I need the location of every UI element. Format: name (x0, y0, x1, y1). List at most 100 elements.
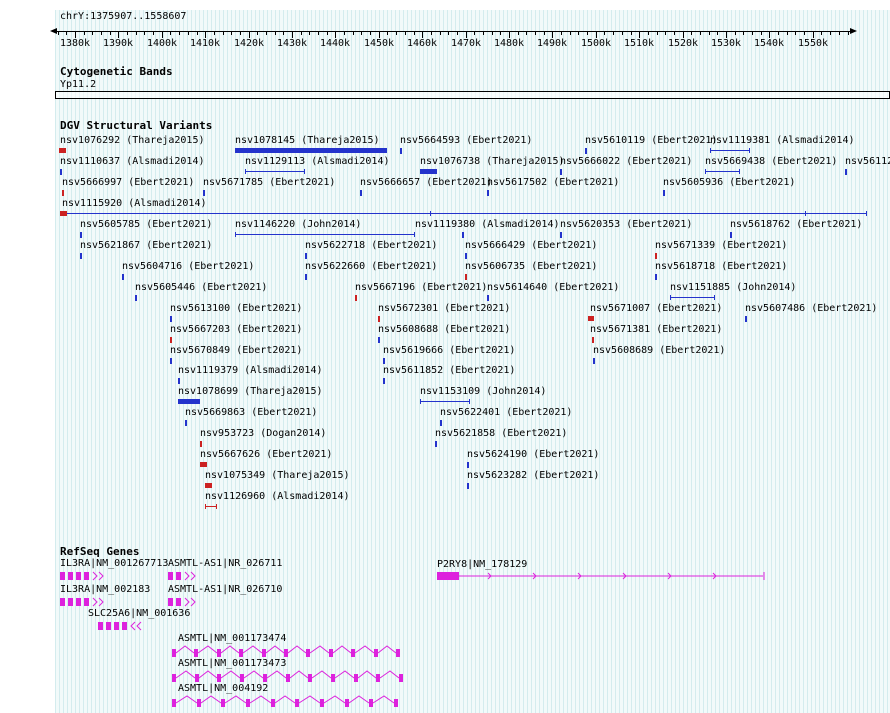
variant-label[interactable]: nsv1151885 (John2014) (670, 282, 796, 293)
variant-label[interactable]: nsv5614640 (Ebert2021) (487, 282, 619, 293)
gene-label[interactable]: IL3RA|NM_002183 (60, 584, 150, 595)
variant-label[interactable]: nsv5618718 (Ebert2021) (655, 261, 787, 272)
variant-label[interactable]: nsv5624190 (Ebert2021) (467, 449, 599, 460)
variant-label[interactable]: nsv5671007 (Ebert2021) (590, 303, 722, 314)
gene-glyph[interactable] (168, 570, 200, 582)
variant-glyph[interactable] (592, 337, 594, 343)
variant-glyph[interactable] (383, 358, 385, 364)
gene-glyph[interactable] (168, 596, 200, 608)
variant-label[interactable]: nsv5664593 (Ebert2021) (400, 135, 532, 146)
gene-glyph[interactable] (172, 694, 398, 708)
variant-label[interactable]: nsv1119379 (Alsmadi2014) (178, 365, 323, 376)
variant-glyph[interactable] (203, 190, 205, 196)
variant-label[interactable]: nsv5613100 (Ebert2021) (170, 303, 302, 314)
variant-label[interactable]: nsv56112 (845, 156, 890, 167)
variant-glyph[interactable] (655, 274, 657, 280)
variant-glyph[interactable] (200, 462, 207, 467)
variant-glyph[interactable] (305, 253, 307, 259)
variant-label[interactable]: nsv5617502 (Ebert2021) (487, 177, 619, 188)
gene-label[interactable]: IL3RA|NM_001267713 (60, 558, 168, 569)
variant-glyph[interactable] (400, 148, 402, 154)
variant-glyph[interactable] (465, 253, 467, 259)
variant-glyph[interactable] (235, 234, 415, 235)
variant-label[interactable]: nsv1076292 (Thareja2015) (60, 135, 205, 146)
variant-glyph-end-tick[interactable] (420, 399, 421, 404)
variant-glyph-end-tick[interactable] (414, 232, 415, 237)
variant-label[interactable]: nsv5605446 (Ebert2021) (135, 282, 267, 293)
variant-glyph[interactable] (465, 274, 467, 280)
variant-label[interactable]: nsv5621867 (Ebert2021) (80, 240, 212, 251)
variant-label[interactable]: nsv5666657 (Ebert2021) (360, 177, 492, 188)
variant-label[interactable]: nsv1076738 (Thareja2015) (420, 156, 565, 167)
gene-glyph[interactable] (172, 644, 400, 658)
variant-label[interactable]: nsv5672301 (Ebert2021) (378, 303, 510, 314)
variant-glyph[interactable] (235, 148, 387, 153)
variant-label[interactable]: nsv5671785 (Ebert2021) (203, 177, 335, 188)
variant-label[interactable]: nsv1146220 (John2014) (235, 219, 361, 230)
variant-label[interactable]: nsv5619666 (Ebert2021) (383, 345, 515, 356)
variant-label[interactable]: nsv5622718 (Ebert2021) (305, 240, 437, 251)
dgv-span-tick[interactable] (805, 211, 806, 216)
variant-glyph[interactable] (355, 295, 357, 301)
variant-label[interactable]: nsv5622660 (Ebert2021) (305, 261, 437, 272)
variant-label[interactable]: nsv1153109 (John2014) (420, 386, 546, 397)
variant-label[interactable]: nsv5620353 (Ebert2021) (560, 219, 692, 230)
gene-label[interactable]: ASMTL|NM_004192 (178, 683, 268, 694)
variant-glyph[interactable] (378, 316, 380, 322)
variant-label[interactable]: nsv5666429 (Ebert2021) (465, 240, 597, 251)
variant-label[interactable]: nsv5667196 (Ebert2021) (355, 282, 487, 293)
variant-glyph[interactable] (305, 274, 307, 280)
variant-glyph-end-tick[interactable] (245, 169, 246, 174)
variant-glyph[interactable] (178, 378, 180, 384)
variant-label[interactable]: nsv5669863 (Ebert2021) (185, 407, 317, 418)
gene-glyph[interactable] (98, 620, 152, 632)
dgv-span-tick[interactable] (866, 211, 867, 216)
gene-label[interactable]: ASMTL|NM_001173474 (178, 633, 286, 644)
gene-label[interactable]: ASMTL|NM_001173473 (178, 658, 286, 669)
variant-glyph[interactable] (205, 483, 212, 488)
variant-glyph[interactable] (62, 190, 64, 196)
variant-label[interactable]: nsv1078145 (Thareja2015) (235, 135, 380, 146)
variant-glyph[interactable] (440, 420, 442, 426)
variant-glyph[interactable] (435, 441, 437, 447)
variant-label[interactable]: nsv5608688 (Ebert2021) (378, 324, 510, 335)
variant-glyph-end-tick[interactable] (710, 148, 711, 153)
variant-glyph[interactable] (560, 169, 562, 175)
variant-glyph[interactable] (170, 358, 172, 364)
gene-glyph[interactable] (60, 596, 120, 608)
variant-glyph-end-tick[interactable] (216, 504, 217, 509)
variant-glyph[interactable] (383, 378, 385, 384)
gene-glyph[interactable] (172, 669, 403, 683)
variant-glyph-end-tick[interactable] (714, 295, 715, 300)
variant-glyph[interactable] (360, 190, 362, 196)
gene-label[interactable]: P2RY8|NM_178129 (437, 559, 527, 570)
variant-label[interactable]: nsv5610119 (Ebert2021) (585, 135, 717, 146)
dgv-span-tick[interactable] (430, 211, 431, 216)
variant-label[interactable]: nsv5605785 (Ebert2021) (80, 219, 212, 230)
variant-glyph[interactable] (122, 274, 124, 280)
variant-label[interactable]: nsv5622401 (Ebert2021) (440, 407, 572, 418)
variant-glyph-end-tick[interactable] (205, 504, 206, 509)
dgv-span-line[interactable] (62, 213, 867, 214)
variant-label[interactable]: nsv5606735 (Ebert2021) (465, 261, 597, 272)
variant-glyph[interactable] (170, 316, 172, 322)
variant-glyph[interactable] (59, 148, 66, 153)
variant-glyph[interactable] (588, 316, 594, 321)
variant-glyph[interactable] (80, 232, 82, 238)
variant-glyph[interactable] (420, 169, 437, 174)
variant-label[interactable]: nsv5608689 (Ebert2021) (593, 345, 725, 356)
variant-glyph-end-tick[interactable] (705, 169, 706, 174)
gene-glyph[interactable] (60, 570, 120, 582)
variant-label[interactable]: nsv5623282 (Ebert2021) (467, 470, 599, 481)
variant-label[interactable]: nsv5667626 (Ebert2021) (200, 449, 332, 460)
variant-glyph[interactable] (655, 253, 657, 259)
variant-label[interactable]: nsv5669438 (Ebert2021) (705, 156, 837, 167)
variant-glyph[interactable] (420, 401, 470, 402)
variant-glyph[interactable] (170, 337, 172, 343)
variant-label[interactable]: nsv1115920 (Alsmadi2014) (62, 198, 207, 209)
variant-glyph[interactable] (60, 211, 67, 216)
variant-label[interactable]: nsv5604716 (Ebert2021) (122, 261, 254, 272)
variant-glyph-end-tick[interactable] (670, 295, 671, 300)
variant-label[interactable]: nsv5607486 (Ebert2021) (745, 303, 877, 314)
variant-glyph[interactable] (200, 441, 202, 447)
